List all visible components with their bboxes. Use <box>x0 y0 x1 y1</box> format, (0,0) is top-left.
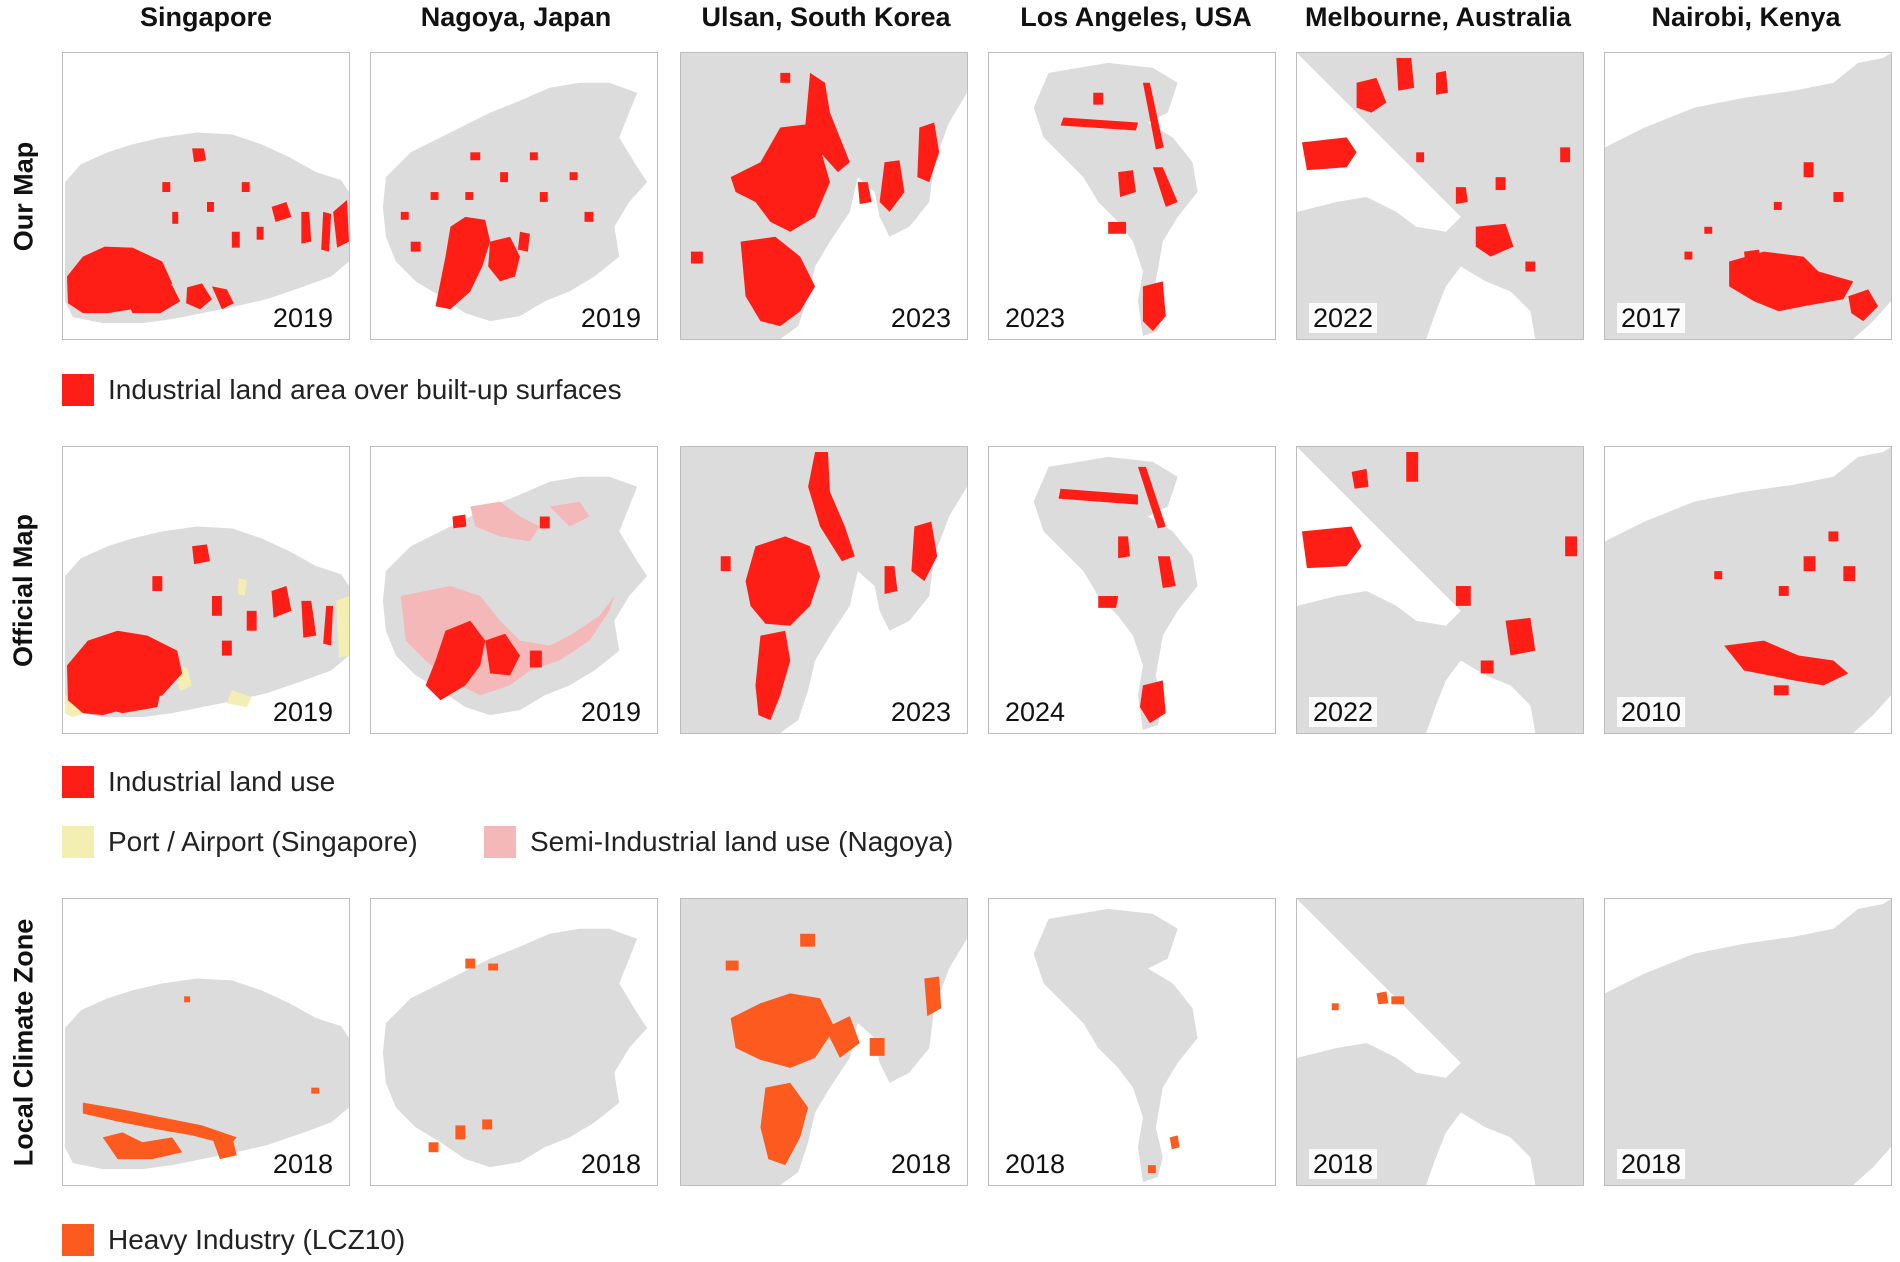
city-title-nairobi: Nairobi, Kenya <box>1651 2 1841 32</box>
map-panel-our-los-angeles: 2023 <box>988 52 1276 340</box>
legend-our-map: Industrial land area over built-up surfa… <box>62 370 622 410</box>
row-label-official-map: Official Map <box>8 513 39 667</box>
year-label: 2018 <box>1617 1149 1686 1179</box>
map-panel-lcz-melbourne: 2018 <box>1296 898 1584 1186</box>
year-label: 2023 <box>886 303 955 333</box>
map-panel-official-singapore: 2019 <box>62 446 350 734</box>
map-melbourne-our <box>1297 53 1583 339</box>
legend-swatch-port <box>62 826 94 858</box>
year-label: 2019 <box>576 697 645 727</box>
map-ulsan-lcz <box>681 899 967 1185</box>
map-nagoya-lcz <box>382 928 648 1168</box>
year-label: 2018 <box>268 1149 337 1179</box>
legend-label-industrial: Industrial land use <box>108 766 336 797</box>
year-label: 2024 <box>1001 697 1070 727</box>
legend-official-semi: Semi-Industrial land use (Nagoya) <box>484 822 953 862</box>
map-singapore-our <box>64 132 349 324</box>
legend-label-heavy-industry: Heavy Industry (LCZ10) <box>108 1224 406 1255</box>
legend-official-industrial: Industrial land use <box>62 762 335 802</box>
legend-official-port: Port / Airport (Singapore) <box>62 822 418 862</box>
map-la-lcz <box>1033 908 1198 1183</box>
year-label: 2023 <box>886 697 955 727</box>
map-nairobi-lcz <box>1605 899 1891 1185</box>
row-label-our-map: Our Map <box>8 141 39 251</box>
map-ulsan-official <box>681 447 967 733</box>
legend-swatch-heavy-industry <box>62 1224 94 1256</box>
map-panel-lcz-nairobi: 2018 <box>1604 898 1892 1186</box>
year-label: 2018 <box>576 1149 645 1179</box>
map-panel-official-ulsan: 2023 <box>680 446 968 734</box>
city-title-nagoya: Nagoya, Japan <box>420 2 612 32</box>
year-label: 2010 <box>1617 697 1686 727</box>
map-singapore-official <box>64 526 349 718</box>
map-panel-our-melbourne: 2022 <box>1296 52 1584 340</box>
map-nagoya-official <box>382 476 648 716</box>
map-panel-official-nagoya: 2019 <box>370 446 658 734</box>
year-label: 2018 <box>886 1149 955 1179</box>
map-panel-official-nairobi: 2010 <box>1604 446 1892 734</box>
legend-swatch-semi <box>484 826 516 858</box>
map-la-official <box>1033 456 1198 731</box>
year-label: 2022 <box>1309 697 1378 727</box>
map-panel-lcz-nagoya: 2018 <box>370 898 658 1186</box>
map-panel-official-los-angeles: 2024 <box>988 446 1276 734</box>
year-label: 2017 <box>1617 303 1686 333</box>
map-melbourne-lcz <box>1297 899 1583 1185</box>
map-panel-our-singapore: 2019 <box>62 52 350 340</box>
year-label: 2022 <box>1309 303 1378 333</box>
map-nairobi-official <box>1605 447 1891 733</box>
legend-swatch-industrial-built-up <box>62 374 94 406</box>
map-panel-official-melbourne: 2022 <box>1296 446 1584 734</box>
row-label-local-climate-zone: Local Climate Zone <box>8 918 39 1166</box>
map-nairobi-our <box>1605 53 1891 339</box>
legend-label-port: Port / Airport (Singapore) <box>108 826 418 857</box>
city-title-ulsan: Ulsan, South Korea <box>701 2 951 32</box>
year-label: 2018 <box>1001 1149 1070 1179</box>
map-panel-our-nagoya: 2019 <box>370 52 658 340</box>
map-panel-lcz-singapore: 2018 <box>62 898 350 1186</box>
map-panel-lcz-los-angeles: 2018 <box>988 898 1276 1186</box>
map-nagoya-our <box>382 82 648 322</box>
city-title-singapore: Singapore <box>139 2 273 32</box>
legend-lcz: Heavy Industry (LCZ10) <box>62 1220 405 1260</box>
map-la-our <box>1033 62 1198 337</box>
year-label: 2018 <box>1309 1149 1378 1179</box>
map-singapore-lcz <box>64 978 349 1170</box>
map-panel-our-nairobi: 2017 <box>1604 52 1892 340</box>
legend-swatch-industrial <box>62 766 94 798</box>
map-melbourne-official <box>1297 447 1583 733</box>
city-title-melbourne: Melbourne, Australia <box>1304 2 1572 32</box>
map-ulsan-our <box>681 53 967 339</box>
year-label: 2019 <box>576 303 645 333</box>
legend-label-industrial-built-up: Industrial land area over built-up surfa… <box>108 374 622 405</box>
legend-label-semi: Semi-Industrial land use (Nagoya) <box>530 826 954 857</box>
year-label: 2023 <box>1001 303 1070 333</box>
city-title-los-angeles: Los Angeles, USA <box>1020 2 1252 32</box>
year-label: 2019 <box>268 303 337 333</box>
map-panel-lcz-ulsan: 2018 <box>680 898 968 1186</box>
map-panel-our-ulsan: 2023 <box>680 52 968 340</box>
year-label: 2019 <box>268 697 337 727</box>
